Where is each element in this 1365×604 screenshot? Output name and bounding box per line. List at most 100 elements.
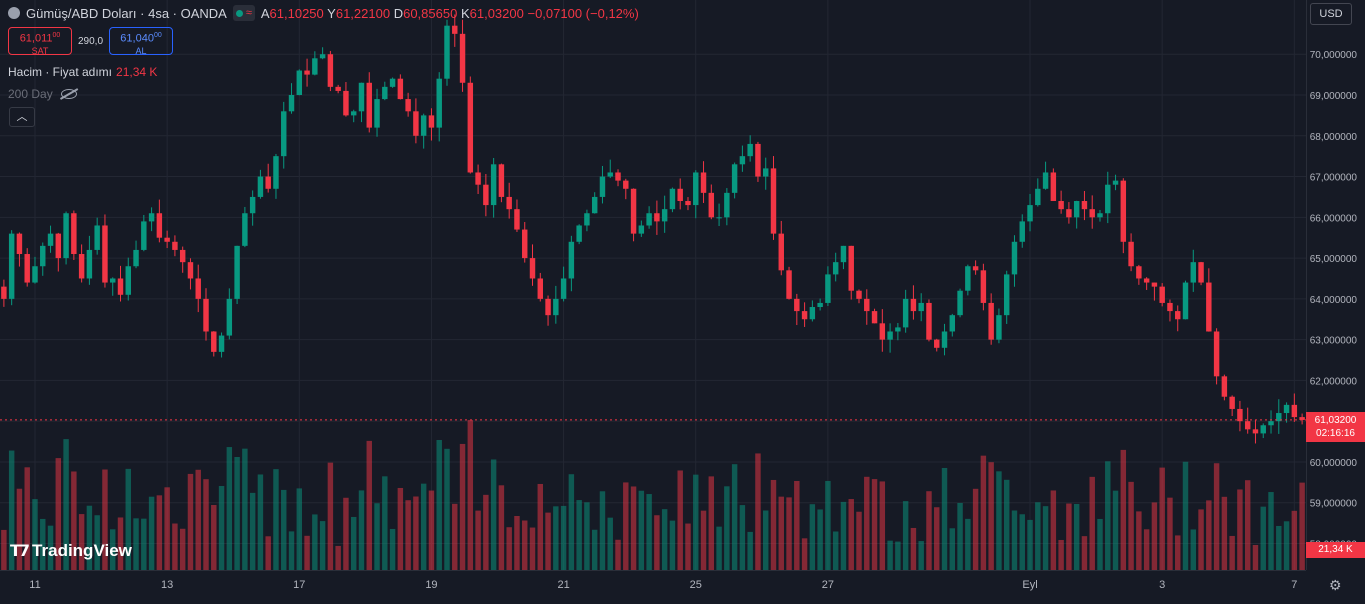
chart-pane[interactable]	[0, 0, 1306, 570]
candle-body	[568, 241, 575, 279]
candle-body	[895, 327, 901, 332]
candle-body	[1159, 286, 1165, 303]
candle-body	[630, 188, 637, 234]
candle-body	[1283, 404, 1290, 414]
candle-body	[490, 164, 497, 206]
candle-body	[864, 298, 870, 312]
time-tick-label: 13	[161, 579, 173, 591]
candle-body	[498, 164, 505, 197]
volume-bar	[8, 450, 15, 570]
volume-bar	[71, 471, 77, 570]
volume-bar	[312, 514, 318, 570]
candle-body	[825, 274, 831, 303]
candle-body	[187, 262, 194, 279]
candle-body	[343, 90, 349, 116]
volume-bar	[1035, 502, 1041, 570]
tradingview-logo[interactable]: 𝗧𝟳 TradingView	[10, 541, 132, 560]
volume-bar	[522, 520, 528, 570]
volume-indicator-legend[interactable]: Hacim · Fiyat adımı 21,34 K	[8, 65, 158, 79]
candle-body	[164, 237, 170, 242]
sell-button[interactable]: 61,01100 SAT	[8, 27, 72, 56]
candle-body	[467, 82, 474, 173]
volume-bar	[452, 503, 458, 570]
candle-body	[957, 290, 963, 316]
candle-body	[1190, 262, 1197, 283]
candle-body	[731, 164, 738, 193]
candle-body	[700, 172, 707, 193]
volume-bar	[133, 518, 139, 570]
gear-icon[interactable]: ⚙	[1329, 577, 1342, 593]
candle-body	[335, 86, 341, 91]
volume-bar	[187, 473, 194, 570]
volume-bar	[972, 488, 979, 570]
candle-body	[693, 172, 699, 206]
price-axis[interactable]: 70,000000 69,000000 68,000000 67,000000 66,0…	[1306, 0, 1365, 570]
volume-bar	[358, 490, 365, 570]
volume-bar	[545, 512, 551, 570]
candle-body	[109, 278, 116, 283]
volume-bar	[1190, 529, 1197, 570]
volume-bar	[685, 523, 691, 570]
time-axis[interactable]: 11131719212527Eyl37911151721232529	[0, 570, 1306, 599]
candle-body	[304, 70, 310, 75]
volume-bar	[607, 517, 613, 570]
candlestick-chart[interactable]	[0, 0, 1306, 570]
hidden-eye-icon[interactable]	[60, 89, 77, 99]
currency-selector[interactable]: USD	[1310, 3, 1352, 25]
volume-bar	[413, 496, 419, 570]
volume-bar	[109, 529, 116, 570]
candle-body	[117, 278, 124, 295]
volume-bar	[265, 536, 271, 570]
candle-body	[1066, 209, 1072, 218]
volume-bar	[141, 518, 147, 570]
candle-body	[918, 302, 924, 312]
volume-bar	[1291, 510, 1298, 570]
symbol-title[interactable]: Gümüş/ABD Doları · 4sa · OANDA	[26, 5, 227, 21]
candle-body	[32, 266, 38, 283]
candle-body	[242, 213, 248, 246]
spread-value: 290,0	[78, 35, 104, 47]
volume-bar	[949, 528, 956, 570]
candle-body	[1268, 421, 1274, 426]
candle-body	[350, 111, 357, 116]
volume-bar	[211, 504, 217, 570]
symbol-logo-icon	[8, 7, 20, 19]
volume-bar	[343, 497, 349, 570]
candle-body	[366, 82, 372, 128]
market-status-badge[interactable]: ≈	[232, 5, 255, 21]
volume-bar	[288, 531, 295, 570]
volume-bar	[195, 469, 201, 570]
volume-bar	[941, 467, 948, 570]
volume-bar	[895, 541, 901, 570]
volume-bar	[731, 464, 738, 570]
candle-body	[1042, 172, 1049, 189]
price-tick-label: 64,000000	[1310, 295, 1358, 306]
ma-indicator-legend[interactable]: 200 Day	[8, 87, 77, 101]
volume-bar	[1042, 506, 1049, 570]
volume-bar	[47, 525, 54, 570]
candle-body	[312, 58, 318, 75]
volume-bar	[1097, 518, 1103, 570]
candle-body	[685, 201, 691, 206]
buy-button[interactable]: 61,04000 AL	[109, 27, 174, 56]
volume-bar	[296, 488, 303, 570]
collapse-legend-button[interactable]: ︿	[9, 107, 35, 127]
volume-bar	[350, 516, 357, 570]
volume-bar	[459, 443, 466, 570]
volume-axis-label: 21,34 K	[1306, 542, 1365, 558]
volume-bar	[1151, 502, 1158, 570]
volume-bar	[762, 510, 769, 570]
candle-body	[996, 315, 1002, 340]
candle-body	[156, 213, 163, 238]
volume-bar	[164, 487, 170, 570]
candle-body	[413, 111, 419, 136]
candle-body	[288, 95, 295, 112]
volume-bar	[1229, 535, 1235, 570]
candle-body	[483, 184, 489, 206]
volume-bar	[996, 471, 1002, 570]
volume-bar	[148, 496, 155, 570]
volume-bar	[965, 518, 971, 570]
volume-bar	[1237, 489, 1243, 570]
time-tick-label: 21	[557, 579, 569, 591]
candle-body	[638, 225, 645, 234]
